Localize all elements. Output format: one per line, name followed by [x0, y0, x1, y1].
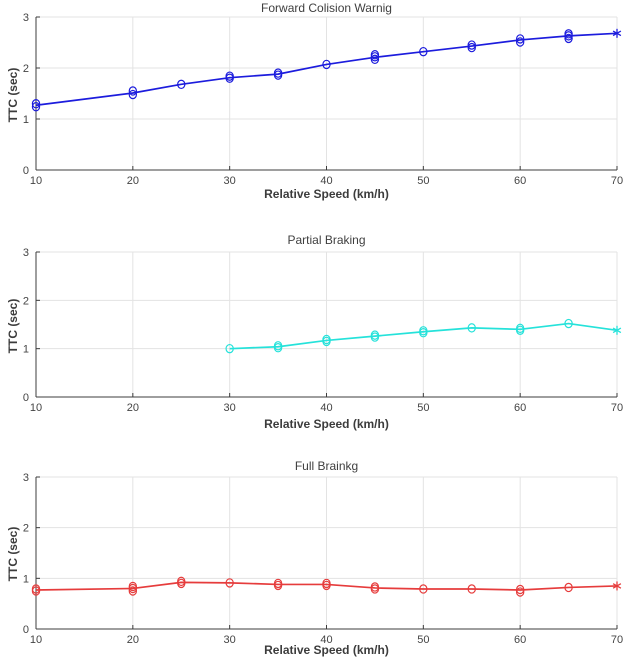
svg-text:30: 30 [224, 402, 236, 414]
svg-text:10: 10 [30, 402, 42, 414]
svg-text:70: 70 [611, 175, 623, 187]
svg-text:1: 1 [23, 573, 29, 585]
x-axis-label: Relative Speed (km/h) [264, 417, 389, 431]
svg-text:40: 40 [320, 402, 332, 414]
svg-text:20: 20 [127, 634, 139, 646]
svg-text:10: 10 [30, 175, 42, 187]
svg-text:70: 70 [611, 402, 623, 414]
subplot-title: Partial Braking [287, 233, 366, 247]
svg-text:3: 3 [23, 247, 29, 259]
svg-text:60: 60 [514, 402, 526, 414]
x-axis-label: Relative Speed (km/h) [264, 643, 389, 657]
plot-canvas: 10 20 30 40 50 60 70 0 1 2 3 [23, 12, 623, 187]
svg-text:20: 20 [127, 175, 139, 187]
svg-text:40: 40 [320, 634, 332, 646]
subplot-title: Forward Colision Warnig [261, 1, 392, 15]
svg-text:2: 2 [23, 63, 29, 75]
plot-canvas: 10 20 30 40 50 60 70 0 1 2 3 [23, 247, 623, 414]
svg-text:70: 70 [611, 634, 623, 646]
svg-text:10: 10 [30, 634, 42, 646]
svg-text:0: 0 [23, 392, 29, 404]
svg-text:60: 60 [514, 175, 526, 187]
svg-text:20: 20 [127, 402, 139, 414]
svg-text:40: 40 [320, 175, 332, 187]
svg-text:50: 50 [417, 175, 429, 187]
svg-text:50: 50 [417, 402, 429, 414]
svg-text:30: 30 [224, 634, 236, 646]
svg-text:3: 3 [23, 12, 29, 24]
svg-text:0: 0 [23, 624, 29, 636]
svg-text:2: 2 [23, 295, 29, 307]
subplot-full-braking: Full Brainkg TTC (sec) 10 20 30 40 50 60 70 0 1 2… [0, 445, 632, 667]
svg-text:60: 60 [514, 634, 526, 646]
subplot-partial-braking: Partial Braking TTC (sec) 10 20 30 40 50 60 70… [0, 223, 632, 445]
svg-text:0: 0 [23, 165, 29, 177]
svg-text:1: 1 [23, 344, 29, 356]
svg-text:2: 2 [23, 523, 29, 535]
svg-text:30: 30 [224, 175, 236, 187]
svg-text:50: 50 [417, 634, 429, 646]
x-axis-label: Relative Speed (km/h) [264, 187, 389, 201]
svg-text:3: 3 [23, 472, 29, 484]
svg-text:1: 1 [23, 114, 29, 126]
subplot-title: Full Brainkg [294, 459, 359, 473]
plot-canvas: 10 20 30 40 50 60 70 0 1 2 3 [23, 472, 623, 646]
subplot-forward-collision-warning: Forward Colision Warnig TTC (sec) 10 20 30… [0, 0, 632, 222]
